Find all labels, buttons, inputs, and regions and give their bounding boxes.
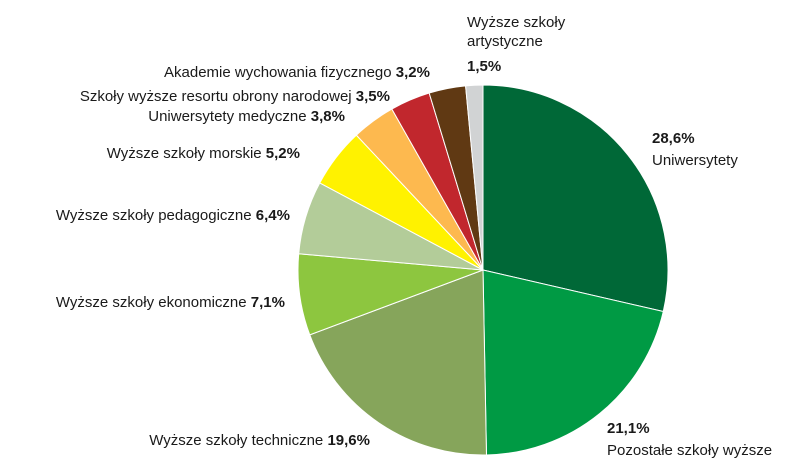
value-label: 3,2%	[396, 64, 430, 81]
slice-label: Uniwersytety medyczne 3,8%	[148, 108, 345, 125]
value-label: 6,4%	[256, 207, 290, 224]
value-label: 21,1%	[607, 420, 650, 437]
category-label: Szkoły wyższe resortu obrony narodowej	[80, 88, 352, 105]
slice	[465, 84, 484, 271]
slice-label: Szkoły wyższe resortu obrony narodowej 3…	[80, 88, 390, 105]
value-label: 7,1%	[251, 294, 285, 311]
category-label: Pozostałe szkoły wyższe	[607, 442, 772, 459]
slice-label: Akademie wychowania fizycznego 3,2%	[164, 64, 430, 81]
slice-label: Wyższe szkoły pedagogiczne 6,4%	[56, 207, 290, 224]
value-label: 19,6%	[327, 432, 370, 449]
category-label: Wyższe szkoły techniczne	[149, 432, 323, 449]
category-label: Uniwersytety	[652, 152, 738, 169]
category-label: Wyższe szkoły pedagogiczne	[56, 207, 252, 224]
value-label: 28,6%	[652, 130, 695, 147]
slice	[482, 269, 664, 456]
slice	[482, 84, 669, 313]
slice	[309, 269, 487, 456]
category-label: Wyższe szkoły ekonomiczne	[56, 294, 247, 311]
value-label: 3,5%	[356, 88, 390, 105]
category-label: Uniwersytety medyczne	[148, 108, 306, 125]
value-label: 5,2%	[266, 145, 300, 162]
category-label: Akademie wychowania fizycznego	[164, 64, 392, 81]
slice-label: Wyższe szkoły techniczne 19,6%	[149, 432, 370, 449]
value-label: 1,5%	[467, 58, 501, 75]
slice-label: Wyższe szkoły ekonomiczne 7,1%	[56, 294, 285, 311]
category-label: Wyższe szkoły morskie	[107, 145, 262, 162]
value-label: 3,8%	[311, 108, 345, 125]
category-label: Wyższe szkoły artystyczne	[467, 14, 566, 50]
slice-label: Wyższe szkoły morskie 5,2%	[107, 145, 300, 162]
